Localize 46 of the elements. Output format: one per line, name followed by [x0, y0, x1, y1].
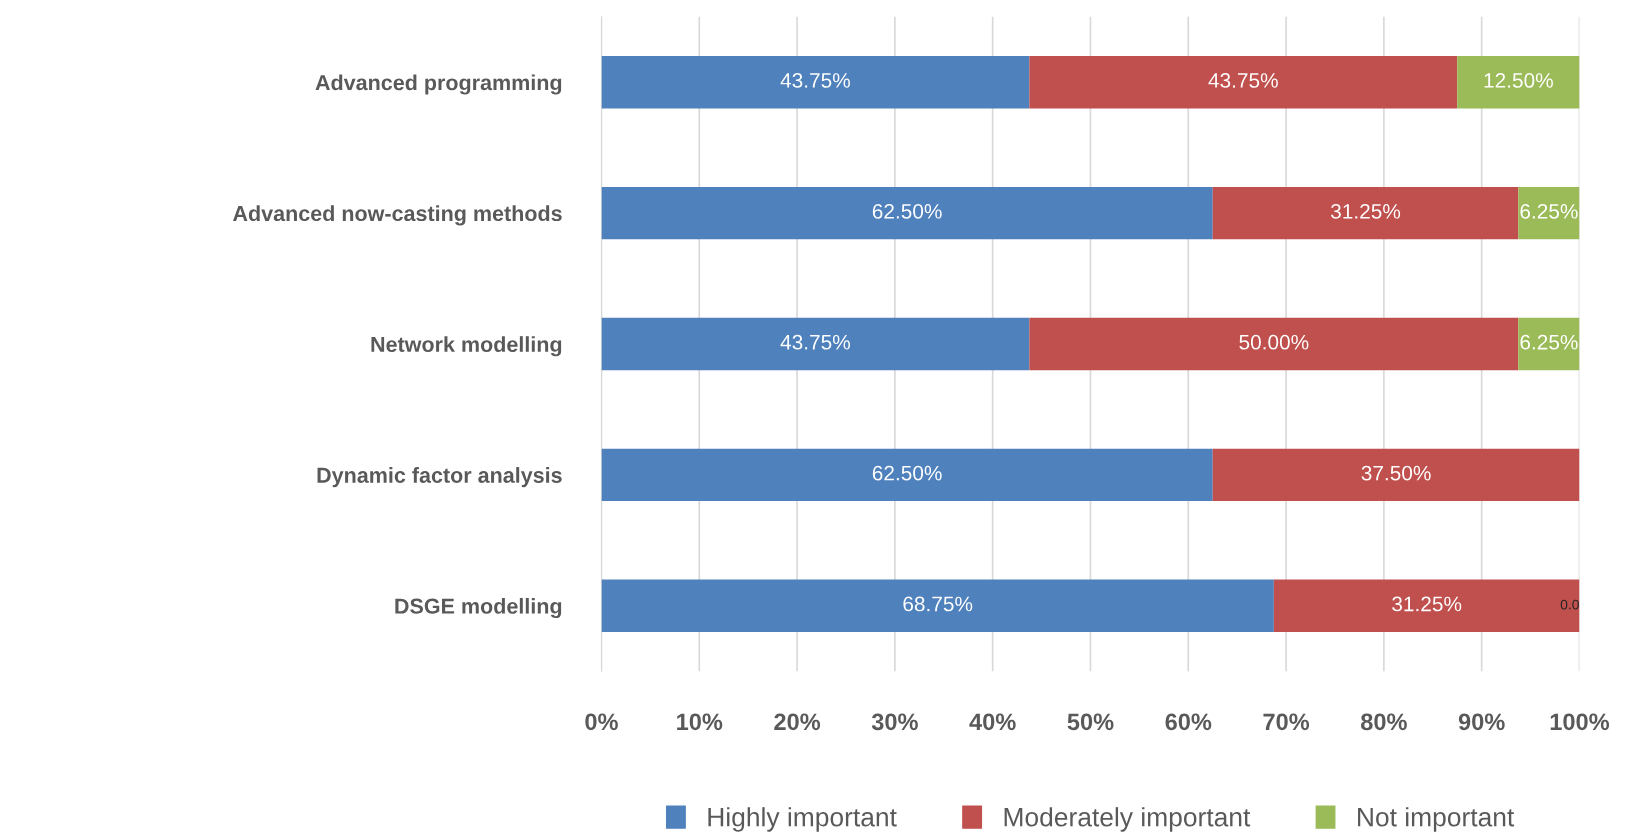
bar: [1457, 56, 1580, 109]
data-label: 43.75%: [1208, 73, 1278, 88]
bar: [601, 317, 1030, 371]
x-tick-label: 40%: [969, 713, 1016, 731]
x-tick-label: 10%: [677, 713, 723, 731]
bar: [1029, 56, 1458, 109]
x-tick-label: 0%: [585, 713, 618, 731]
x-tick-label: 20%: [774, 713, 821, 731]
x-tick-label: 50%: [1067, 713, 1114, 731]
bar: [1518, 186, 1580, 240]
y-tick-label: Network modelling: [371, 336, 562, 357]
bar: [1212, 448, 1580, 502]
bar: [601, 579, 1274, 632]
data-label: 62.50%: [872, 465, 942, 481]
bar: [601, 186, 1213, 240]
data-label: 31.25%: [1331, 203, 1401, 219]
legend-label: Not important: [1358, 807, 1515, 832]
bar: [1273, 579, 1580, 632]
data-label: 50.00%: [1239, 334, 1309, 350]
y-tick-label: Dynamic factor analysis: [317, 467, 562, 488]
data-label: 43.75%: [780, 73, 850, 88]
y-tick-label: DSGE modelling: [395, 597, 562, 619]
x-tick-label: 90%: [1458, 713, 1505, 731]
bar: [1518, 317, 1580, 371]
data-label: 37.50%: [1361, 465, 1431, 481]
bar: [1029, 317, 1519, 371]
x-tick-label: 80%: [1360, 713, 1407, 731]
data-label: 62.50%: [872, 203, 942, 219]
bar: [601, 56, 1030, 109]
x-tick-label: 30%: [871, 713, 918, 731]
data-label: 0.0: [1560, 599, 1579, 610]
bar: [601, 448, 1213, 502]
data-label: 6.25%: [1520, 203, 1578, 219]
data-label: 6.25%: [1520, 334, 1578, 350]
data-label: 31.25%: [1392, 596, 1462, 612]
data-label: 68.75%: [903, 596, 973, 612]
data-label: 12.50%: [1484, 73, 1553, 88]
legend-label: Highly important: [708, 807, 897, 832]
data-label: 43.75%: [780, 334, 850, 350]
x-tick-label: 60%: [1165, 713, 1212, 731]
y-tick-label: Advanced now-casting methods: [233, 205, 562, 226]
y-tick-label: Advanced programming: [315, 74, 562, 95]
x-tick-label: 100%: [1550, 713, 1610, 731]
bar: [1212, 186, 1519, 240]
x-tick-label: 70%: [1263, 713, 1310, 731]
legend-label: Moderately important: [1004, 807, 1251, 832]
